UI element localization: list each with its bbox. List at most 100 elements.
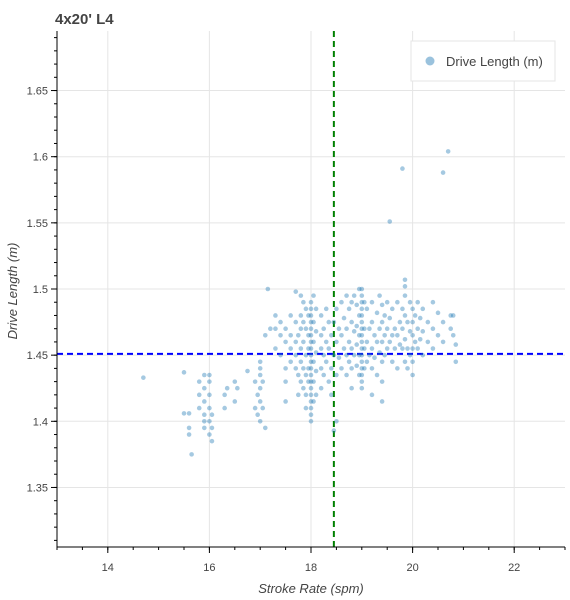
- data-point-55: [283, 339, 288, 345]
- data-point-287: [450, 313, 456, 318]
- data-point-82: [303, 306, 309, 312]
- data-point-125: [318, 346, 324, 351]
- data-point-109: [308, 405, 314, 411]
- data-point-282: [440, 339, 446, 345]
- data-point-95: [308, 313, 314, 318]
- data-point-270: [420, 306, 426, 312]
- data-point-182: [359, 313, 365, 318]
- data-point-94: [308, 306, 314, 312]
- data-points: [141, 149, 459, 457]
- legend-label: Drive Length (m): [446, 54, 543, 69]
- data-point-111: [308, 419, 314, 424]
- data-point-60: [288, 359, 293, 365]
- data-point-217: [379, 319, 385, 325]
- data-point-169: [354, 302, 360, 308]
- y-tick-label-3: 1.5: [33, 284, 48, 296]
- data-point-173: [356, 286, 362, 292]
- legend-swatch: [425, 56, 435, 66]
- data-point-278: [435, 310, 441, 316]
- data-point-231: [389, 306, 395, 312]
- legend-box: [410, 40, 556, 82]
- data-point-237: [395, 333, 400, 338]
- x-tick-label-4: 22: [508, 562, 520, 574]
- data-point-239: [397, 319, 403, 325]
- data-point-86: [303, 392, 309, 398]
- data-point-280: [440, 170, 446, 175]
- data-point-32: [252, 379, 258, 384]
- data-point-209: [372, 355, 377, 361]
- data-point-54: [283, 326, 288, 331]
- data-point-153: [341, 346, 347, 351]
- data-point-10: [202, 372, 207, 378]
- data-point-72: [298, 313, 304, 318]
- data-point-174: [356, 313, 362, 318]
- data-point-23: [209, 412, 215, 417]
- data-point-67: [293, 366, 299, 371]
- data-point-101: [308, 352, 314, 358]
- data-point-33: [252, 405, 258, 411]
- data-point-71: [298, 293, 304, 298]
- data-point-170: [354, 323, 360, 329]
- data-point-88: [306, 313, 311, 318]
- data-point-61: [283, 379, 288, 384]
- data-point-234: [392, 326, 398, 331]
- data-point-97: [308, 326, 314, 331]
- data-point-1: [181, 370, 187, 375]
- data-point-59: [288, 346, 293, 351]
- data-point-100: [308, 346, 314, 351]
- data-point-26: [222, 405, 227, 411]
- data-point-62: [283, 399, 288, 404]
- data-point-70: [296, 333, 301, 338]
- data-point-171: [354, 342, 360, 347]
- data-point-206: [369, 366, 375, 371]
- data-point-64: [293, 319, 299, 325]
- data-point-249: [402, 336, 408, 342]
- data-point-29: [232, 379, 238, 384]
- data-point-136: [326, 379, 332, 384]
- data-point-77: [301, 299, 306, 305]
- data-point-122: [313, 392, 319, 398]
- data-point-143: [334, 339, 339, 345]
- data-point-241: [400, 166, 405, 171]
- data-point-220: [379, 379, 385, 384]
- data-point-40: [257, 399, 263, 404]
- data-point-208: [372, 333, 377, 338]
- data-point-99: [308, 339, 314, 345]
- data-point-123: [318, 313, 324, 318]
- data-point-255: [407, 329, 413, 334]
- data-point-76: [298, 379, 304, 384]
- data-point-104: [308, 372, 314, 378]
- data-point-27: [224, 385, 230, 391]
- data-point-204: [369, 319, 375, 325]
- data-point-43: [260, 405, 266, 411]
- data-point-268: [417, 315, 423, 321]
- data-point-152: [341, 315, 347, 321]
- data-point-69: [296, 392, 301, 398]
- data-point-127: [318, 385, 324, 391]
- data-point-176: [356, 352, 362, 358]
- data-point-259: [410, 333, 415, 338]
- y-tick-label-0: 1.35: [27, 482, 48, 494]
- data-point-224: [382, 352, 387, 358]
- data-point-41: [257, 419, 263, 424]
- data-point-20: [207, 419, 212, 424]
- data-point-8: [196, 405, 202, 411]
- data-point-202: [367, 352, 372, 358]
- data-point-266: [415, 326, 420, 331]
- data-point-211: [374, 339, 380, 345]
- data-point-75: [298, 359, 304, 365]
- data-point-158: [346, 306, 352, 312]
- y-axis-label: Drive Length (m): [5, 243, 20, 340]
- data-point-267: [415, 346, 420, 351]
- data-point-117: [311, 399, 316, 404]
- data-point-191: [359, 372, 365, 378]
- data-point-73: [298, 326, 304, 331]
- data-point-221: [379, 399, 385, 404]
- data-point-17: [207, 379, 212, 384]
- data-point-50: [273, 346, 278, 351]
- data-point-66: [293, 352, 299, 358]
- data-point-213: [377, 293, 382, 298]
- data-point-63: [293, 289, 299, 294]
- reference-lines: [57, 31, 565, 547]
